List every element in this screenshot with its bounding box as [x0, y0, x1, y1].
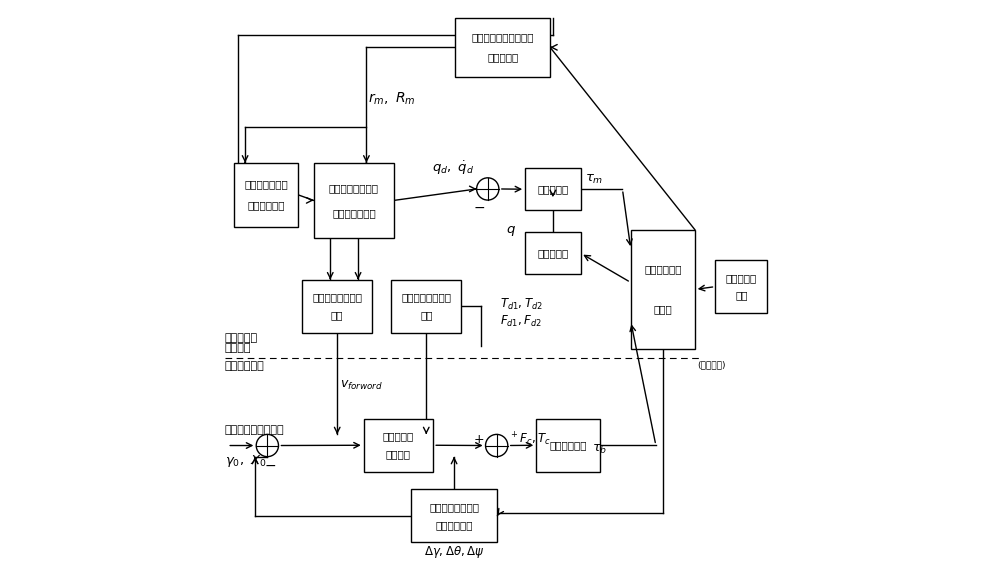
Text: 估计: 估计: [331, 310, 343, 320]
Text: $\tau_m$: $\tau_m$: [585, 173, 604, 186]
Bar: [314, 163, 394, 238]
Text: (相对位姿): (相对位姿): [698, 360, 726, 369]
Text: 绝对姿态与相对位: 绝对姿态与相对位: [429, 502, 479, 512]
Text: 基于路径规划的自: 基于路径规划的自: [329, 183, 379, 193]
Text: 对位姿测量: 对位姿测量: [487, 52, 518, 62]
Bar: [302, 280, 372, 333]
Text: 控制系统: 控制系统: [225, 342, 251, 352]
Text: $\gamma_0,\ X_0$: $\gamma_0,\ X_0$: [225, 453, 266, 468]
Text: ${}^+F_c,T_c$: ${}^+F_c,T_c$: [509, 430, 551, 448]
Bar: [391, 280, 461, 333]
Text: $-$: $-$: [473, 200, 485, 214]
Text: 待捕获翻滚: 待捕获翻滚: [726, 273, 757, 283]
Text: 关节控制器: 关节控制器: [537, 184, 568, 194]
Text: 路径规划算法: 路径规划算法: [247, 200, 285, 211]
Circle shape: [256, 435, 278, 457]
Text: $-$: $-$: [264, 458, 276, 472]
Text: 预测: 预测: [420, 310, 433, 320]
Text: 时间一致性协同: 时间一致性协同: [244, 179, 288, 189]
Bar: [234, 163, 298, 227]
Text: $+$: $+$: [473, 434, 484, 446]
Text: 关节角测量: 关节角测量: [537, 248, 568, 258]
Text: 空间双臂机器: 空间双臂机器: [644, 265, 682, 275]
Text: 空间机械臂: 空间机械臂: [225, 333, 258, 343]
Text: 姿的测量导航: 姿的测量导航: [435, 520, 473, 530]
Bar: [525, 168, 581, 210]
Text: $F_{d1},F_{d2}$: $F_{d1},F_{d2}$: [500, 314, 542, 329]
Bar: [411, 489, 497, 542]
Text: 目标: 目标: [735, 291, 748, 301]
Bar: [364, 419, 433, 472]
Text: 期望的相对保持位姿: 期望的相对保持位姿: [225, 425, 284, 435]
Text: 对基座扰动力矩的: 对基座扰动力矩的: [401, 292, 451, 302]
Text: 基于手眼视觉的目标相: 基于手眼视觉的目标相: [472, 33, 534, 43]
Circle shape: [477, 178, 499, 200]
Text: $v_{forword}$: $v_{forword}$: [340, 379, 383, 392]
Text: $q$: $q$: [506, 224, 516, 238]
Text: 零距离逼近: 零距离逼近: [383, 431, 414, 441]
Text: 人系统: 人系统: [653, 305, 672, 314]
Bar: [525, 233, 581, 274]
Text: $q_d,\ \dot{q}_d$: $q_d,\ \dot{q}_d$: [432, 159, 474, 177]
Bar: [536, 419, 600, 472]
Bar: [455, 18, 550, 77]
Text: 目标相对耦合运动: 目标相对耦合运动: [312, 292, 362, 302]
Text: $T_{d1},T_{d2}$: $T_{d1},T_{d2}$: [500, 297, 543, 312]
Text: $r_m,\ R_m$: $r_m,\ R_m$: [368, 91, 415, 107]
Text: 主跟踪控制算法: 主跟踪控制算法: [332, 208, 376, 218]
Text: 基座执行机构: 基座执行机构: [549, 440, 587, 450]
Text: $\tau_b$: $\tau_b$: [592, 443, 608, 456]
Text: 停靠控制: 停靠控制: [386, 449, 411, 459]
Circle shape: [486, 435, 508, 457]
Bar: [631, 230, 695, 349]
Text: $\Delta\gamma,\Delta\theta,\Delta\psi$: $\Delta\gamma,\Delta\theta,\Delta\psi$: [424, 544, 484, 560]
Bar: [715, 260, 767, 313]
Text: 基座控制系统: 基座控制系统: [225, 361, 264, 371]
